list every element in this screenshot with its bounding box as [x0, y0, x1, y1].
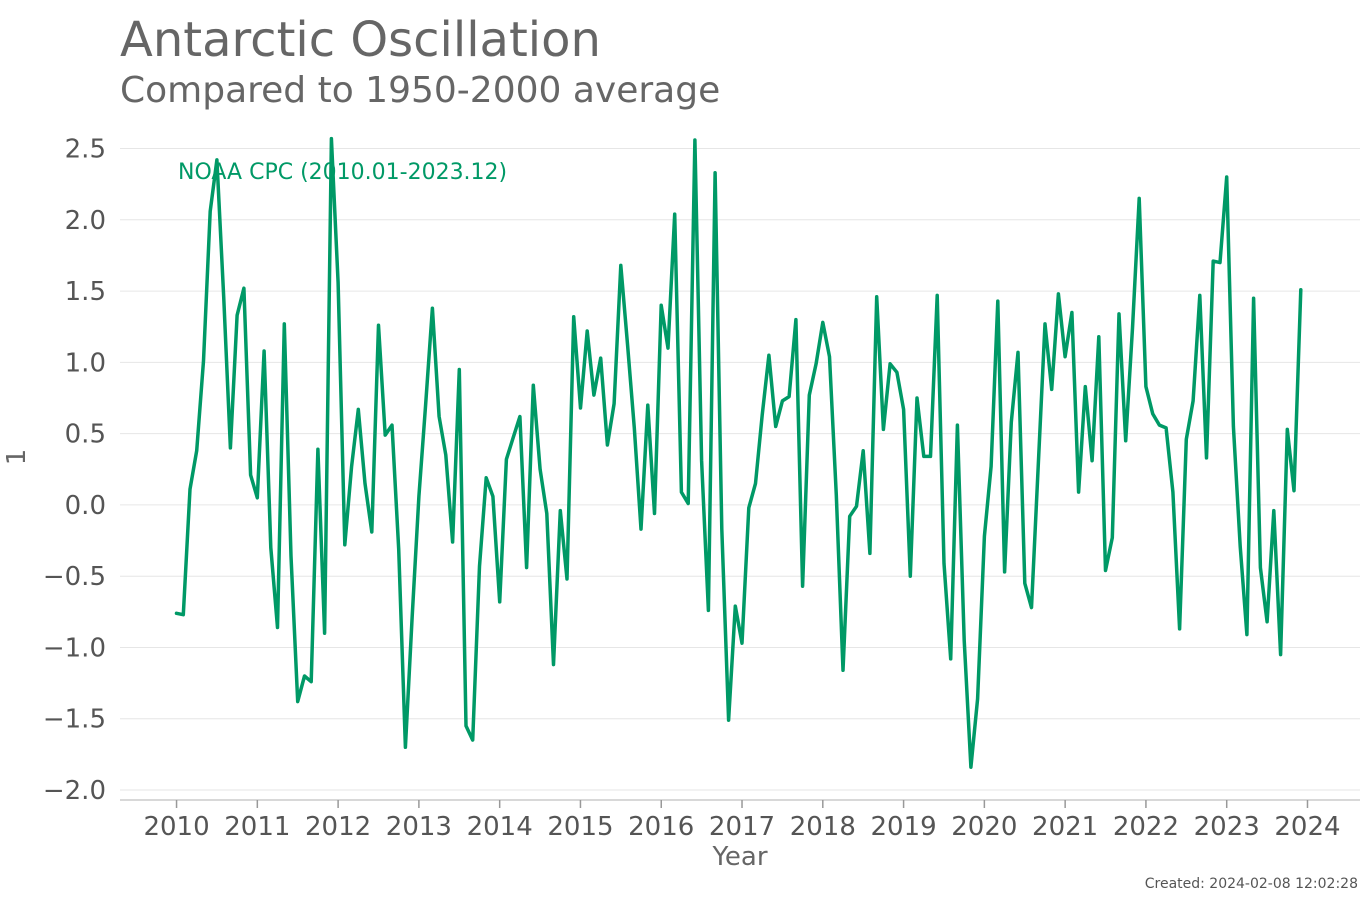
x-tick-label: 2016: [628, 812, 694, 842]
axes: −2.0 −1.5 −1.0 −0.5 0.0 0.5 1.0 1.5 2.0 2.5 2010 20…: [43, 135, 1360, 842]
y-tick-label: 0.0: [65, 491, 106, 521]
x-tick-label: 2012: [305, 812, 371, 842]
x-tick-label: 2011: [224, 812, 290, 842]
x-tick-label: 2013: [386, 812, 452, 842]
created-timestamp: Created: 2024-02-08 12:02:28: [1144, 876, 1358, 892]
x-tick-label: 2022: [1113, 812, 1179, 842]
x-tick-label: 2018: [790, 812, 856, 842]
y-tick-label: 2.0: [65, 206, 106, 236]
y-axis-label: 1: [2, 449, 32, 466]
x-tick-label: 2017: [709, 812, 775, 842]
y-tick-label: 1.5: [65, 277, 106, 307]
series-label: NOAA CPC (2010.01-2023.12): [178, 160, 507, 185]
x-tick-label: 2024: [1274, 812, 1340, 842]
chart-title: Antarctic Oscillation: [120, 12, 601, 68]
y-tick-label: −1.0: [43, 633, 106, 663]
x-tick-label: 2010: [143, 812, 209, 842]
y-tick-label: 1.0: [65, 348, 106, 378]
x-tick-label: 2023: [1194, 812, 1260, 842]
x-tick-label: 2014: [467, 812, 533, 842]
chart-subtitle: Compared to 1950-2000 average: [120, 70, 721, 111]
y-tick-label: 2.5: [65, 135, 106, 165]
y-tick-label: −1.5: [43, 705, 106, 735]
gridlines: [120, 148, 1360, 791]
x-tick-label: 2019: [870, 812, 936, 842]
x-tick-label: 2020: [951, 812, 1017, 842]
x-tick-label: 2015: [547, 812, 613, 842]
series-layer: [174, 136, 1303, 769]
series-line: [174, 136, 1303, 769]
y-tick-label: −0.5: [43, 562, 106, 592]
x-tick-label: 2021: [1032, 812, 1098, 842]
y-tick-label: −2.0: [43, 776, 106, 806]
y-tick-label: 0.5: [65, 420, 106, 450]
x-axis-label: Year: [711, 842, 767, 872]
